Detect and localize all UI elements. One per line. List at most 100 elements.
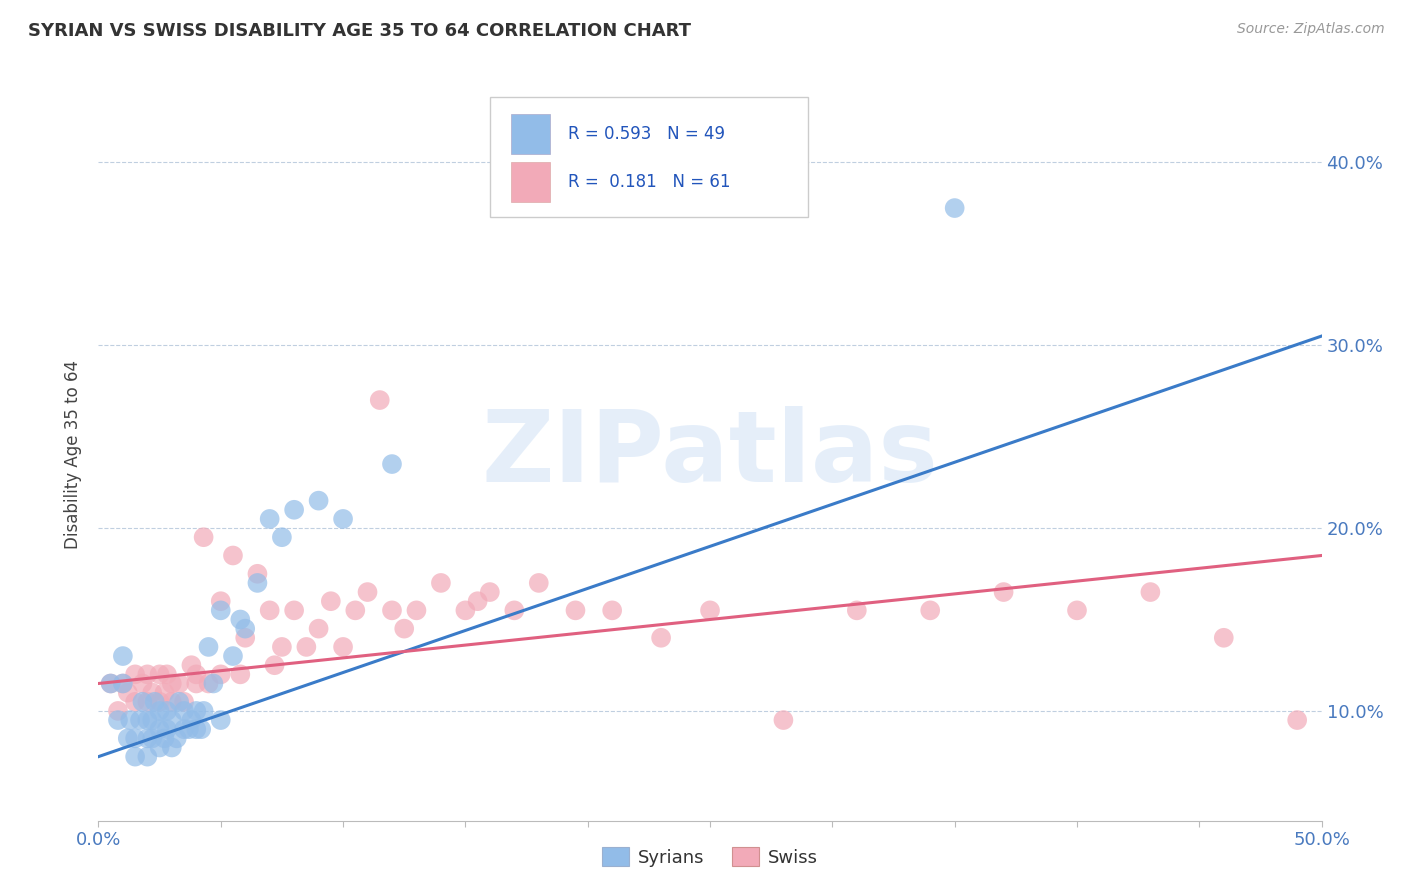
Point bbox=[209, 667, 232, 681]
Point bbox=[153, 731, 176, 746]
Point bbox=[160, 695, 183, 709]
Point bbox=[233, 631, 256, 645]
Point bbox=[209, 713, 232, 727]
Point bbox=[368, 392, 391, 407]
Point bbox=[209, 603, 232, 617]
Point bbox=[129, 713, 152, 727]
Text: SYRIAN VS SWISS DISABILITY AGE 35 TO 64 CORRELATION CHART: SYRIAN VS SWISS DISABILITY AGE 35 TO 64 … bbox=[28, 22, 692, 40]
Point bbox=[259, 512, 281, 526]
Point bbox=[156, 723, 179, 737]
Point bbox=[1066, 603, 1088, 617]
Point bbox=[564, 603, 586, 617]
Y-axis label: Disability Age 35 to 64: Disability Age 35 to 64 bbox=[65, 360, 83, 549]
Point bbox=[100, 676, 122, 690]
Point bbox=[186, 704, 208, 718]
Point bbox=[136, 695, 159, 709]
Point bbox=[193, 704, 215, 718]
FancyBboxPatch shape bbox=[489, 96, 808, 218]
Point bbox=[131, 695, 153, 709]
Point bbox=[202, 676, 225, 690]
Point bbox=[173, 695, 195, 709]
Point bbox=[117, 731, 139, 746]
Text: ZIPatlas: ZIPatlas bbox=[482, 407, 938, 503]
Point bbox=[1286, 713, 1309, 727]
Point bbox=[600, 603, 623, 617]
Point bbox=[197, 640, 219, 654]
Point bbox=[136, 667, 159, 681]
Point bbox=[186, 723, 208, 737]
Point bbox=[332, 640, 354, 654]
Point bbox=[136, 731, 159, 746]
Point bbox=[356, 585, 378, 599]
Point bbox=[117, 685, 139, 699]
Point bbox=[381, 457, 404, 471]
Point bbox=[180, 713, 202, 727]
Point bbox=[193, 530, 215, 544]
Point bbox=[478, 585, 501, 599]
Point bbox=[699, 603, 721, 617]
Point bbox=[1212, 631, 1234, 645]
Point bbox=[229, 667, 252, 681]
Legend: Syrians, Swiss: Syrians, Swiss bbox=[595, 839, 825, 874]
Point bbox=[993, 585, 1015, 599]
Point bbox=[120, 713, 142, 727]
Point bbox=[111, 676, 134, 690]
Point bbox=[209, 594, 232, 608]
Point bbox=[772, 713, 794, 727]
Point bbox=[149, 667, 172, 681]
Point bbox=[845, 603, 868, 617]
Point bbox=[111, 676, 134, 690]
Point bbox=[190, 723, 212, 737]
Point bbox=[160, 740, 183, 755]
Point bbox=[177, 723, 200, 737]
Point bbox=[173, 704, 195, 718]
Point bbox=[467, 594, 489, 608]
Point bbox=[270, 640, 294, 654]
Point bbox=[246, 576, 269, 591]
Point bbox=[143, 695, 166, 709]
Point bbox=[167, 695, 190, 709]
Point bbox=[149, 723, 172, 737]
Point bbox=[233, 622, 256, 636]
Point bbox=[149, 740, 172, 755]
Point bbox=[160, 676, 183, 690]
Point bbox=[131, 676, 153, 690]
Point bbox=[186, 667, 208, 681]
Point bbox=[246, 566, 269, 581]
Point bbox=[295, 640, 318, 654]
Point bbox=[454, 603, 477, 617]
Point bbox=[405, 603, 427, 617]
Point bbox=[153, 685, 176, 699]
Point bbox=[136, 749, 159, 764]
Point bbox=[283, 603, 305, 617]
Point bbox=[392, 622, 416, 636]
Point bbox=[259, 603, 281, 617]
Point bbox=[180, 658, 202, 673]
Point bbox=[124, 749, 146, 764]
Point bbox=[263, 658, 285, 673]
Point bbox=[527, 576, 550, 591]
Point bbox=[308, 493, 330, 508]
Point bbox=[319, 594, 342, 608]
Text: R =  0.181   N = 61: R = 0.181 N = 61 bbox=[568, 173, 731, 191]
Point bbox=[107, 713, 129, 727]
Point bbox=[141, 685, 163, 699]
Point bbox=[270, 530, 294, 544]
Point bbox=[156, 704, 179, 718]
Point bbox=[229, 613, 252, 627]
Point bbox=[124, 695, 146, 709]
FancyBboxPatch shape bbox=[510, 161, 550, 202]
Point bbox=[141, 731, 163, 746]
FancyBboxPatch shape bbox=[510, 114, 550, 154]
Point bbox=[186, 676, 208, 690]
Point bbox=[149, 704, 172, 718]
Point bbox=[430, 576, 453, 591]
Point bbox=[308, 622, 330, 636]
Point bbox=[100, 676, 122, 690]
Point bbox=[141, 713, 163, 727]
Text: Source: ZipAtlas.com: Source: ZipAtlas.com bbox=[1237, 22, 1385, 37]
Point bbox=[650, 631, 672, 645]
Point bbox=[149, 695, 172, 709]
Point bbox=[173, 723, 195, 737]
Point bbox=[332, 512, 354, 526]
